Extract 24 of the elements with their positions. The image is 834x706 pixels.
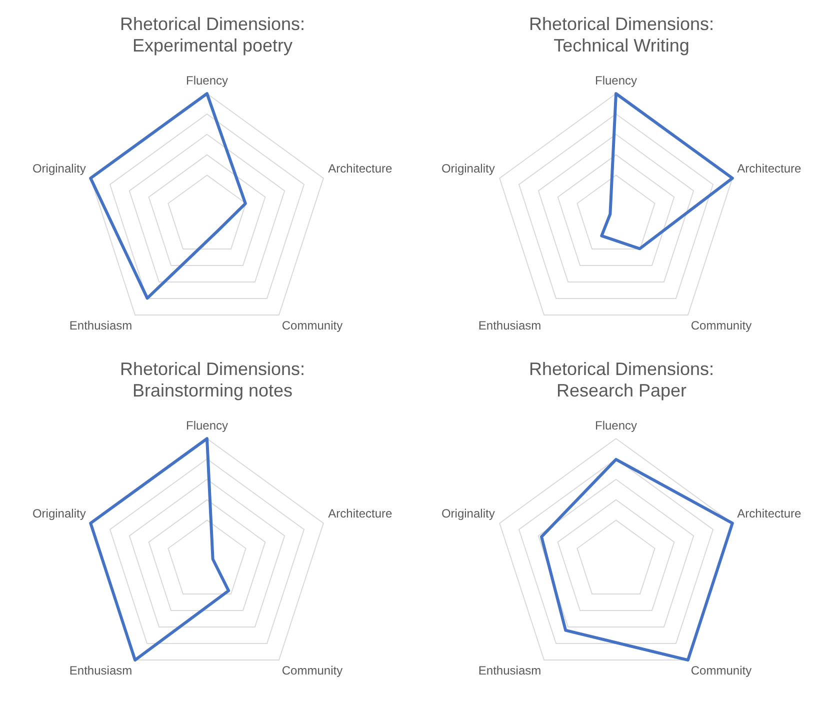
spoke-label: Fluency xyxy=(186,418,228,433)
spoke-label: Enthusiasm xyxy=(478,318,542,333)
spoke-label: Community xyxy=(690,318,752,333)
spoke-label: Architecture xyxy=(737,506,802,521)
spoke-label: Enthusiasm xyxy=(69,318,132,333)
spoke-label: Enthusiasm xyxy=(69,664,132,678)
spoke-label: Fluency xyxy=(594,418,638,433)
spoke-label: Architecture xyxy=(328,506,393,521)
spoke-label: Enthusiasm xyxy=(478,664,542,678)
chart-title: Rhetorical Dimensions: Experimental poetry xyxy=(120,14,306,56)
spoke-label: Architecture xyxy=(328,162,393,176)
spoke-label: Fluency xyxy=(594,74,638,88)
spoke-label: Originality xyxy=(441,162,495,176)
spoke-label: Community xyxy=(282,318,343,333)
chart-title: Rhetorical Dimensions: Brainstorming notes xyxy=(120,358,306,400)
chart-title: Rhetorical Dimensions: Research Paper xyxy=(528,358,714,400)
spoke-label: Originality xyxy=(32,506,86,521)
spoke-label: Architecture xyxy=(737,162,802,176)
spoke-label: Fluency xyxy=(186,74,228,88)
chart-title: Rhetorical Dimensions: Technical Writing xyxy=(528,14,714,56)
spoke-label: Originality xyxy=(32,162,86,176)
spoke-label: Community xyxy=(690,664,752,678)
spoke-label: Originality xyxy=(441,506,495,521)
spoke-label: Community xyxy=(282,664,343,678)
